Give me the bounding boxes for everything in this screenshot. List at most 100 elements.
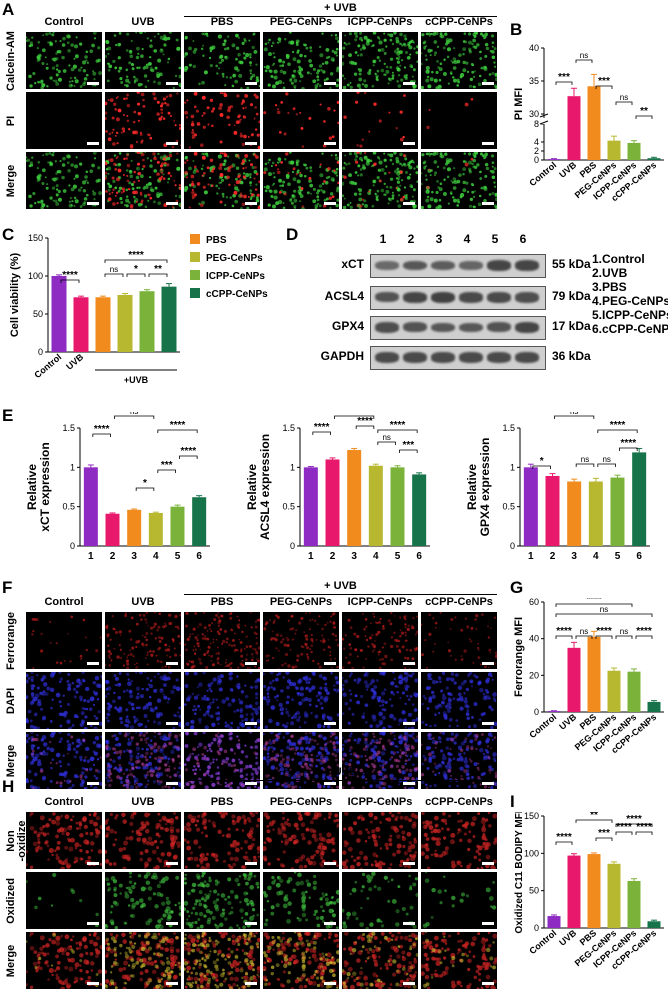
scale-bar [166,862,178,865]
protein-label: GAPDH [320,349,364,363]
y-tick-label: 40 [529,634,539,644]
micrograph-tile [342,32,418,89]
bar [607,140,621,160]
lane-legend-item: 2.UVB [592,266,628,280]
micrograph-tile [263,932,339,989]
scale-bar [245,202,257,205]
y-tick-label: 2 [534,146,539,156]
micrograph-tile [263,672,339,729]
significance-label: * [134,264,138,275]
bar [139,291,155,352]
significance-bracket [575,819,613,823]
x-tick-label: UVB [557,160,578,180]
y-axis-label: Relative [245,464,259,510]
y-tick-label: 60 [529,598,539,607]
significance-label: **** [626,814,642,825]
column-header: PEG-CeNPs [269,596,333,608]
significance-bracket [148,273,168,277]
micrograph-tile [26,732,102,789]
blot-strip [370,346,546,370]
row-label: Non -oxidize [5,820,28,861]
x-tick-label: 6 [636,551,642,562]
blot-strip [370,316,546,340]
scale-bar [403,202,415,205]
blot-band [487,352,511,363]
bar [547,916,561,928]
row-label: Oxidized [5,877,17,924]
scale-bar [87,202,99,205]
scale-bar [166,202,178,205]
micrograph-tile [421,732,497,789]
column-header: ICPP-CeNPs [347,596,413,608]
blot-band [431,352,455,363]
significance-bracket [312,431,331,435]
significance-bracket [399,449,418,453]
molecular-weight: 36 kDa [552,349,591,363]
uvb-group-label: + UVB [324,580,357,592]
bar [567,481,582,546]
micrograph-tile [105,612,181,669]
column-header: PBS [210,16,234,28]
panel-label-f: F [2,578,13,597]
x-tick-label: 5 [395,551,401,562]
uvb-group-line [184,780,497,781]
scale-bar [87,782,99,785]
significance-label: ns [580,51,588,60]
bar [587,636,601,712]
lane-legend-item: 1.Control [592,252,645,266]
significance-label: *** [558,72,570,83]
significance-bracket [615,635,633,639]
scale-bar [245,922,257,925]
column-header: Control [44,16,84,28]
scale-bar [87,722,99,725]
blot-band [515,352,539,363]
row-label: Merge [5,164,17,197]
bar [647,701,661,712]
y-tick-label: 0.5 [282,502,295,512]
micrograph-tile [184,612,260,669]
bar [127,509,142,546]
column-header: cCPP-CeNPs [425,796,493,808]
scale-bar [482,782,494,785]
significance-label: ** [154,264,162,275]
significance-bracket [575,59,593,63]
x-tick-label: Control [527,160,558,188]
panel-label-g: G [510,578,524,597]
scale-bar [245,982,257,985]
column-header: Control [44,796,84,808]
bar [567,96,581,160]
micrograph-tile [105,32,181,89]
micrograph-tile [263,32,339,89]
legend-label: PBS [206,235,227,246]
scale-bar [482,202,494,205]
scale-bar [403,862,415,865]
blot-band [487,292,511,303]
bar [73,297,89,352]
column-header: UVB [131,796,155,808]
scale-bar [482,662,494,665]
significance-label: **** [636,822,652,833]
scale-bar [324,862,336,865]
significance-label: **** [596,626,612,637]
x-tick-label: 1 [308,551,314,562]
significance-bracket [597,463,616,467]
micrograph-tile [184,932,260,989]
y-tick-label: 50 [529,886,539,896]
scale-bar [245,662,257,665]
molecular-weight: 79 kDa [552,289,591,303]
bar [627,880,641,928]
scale-bar [403,922,415,925]
significance-bracket [157,469,176,473]
y-axis-label: Relative [465,464,479,510]
scale-bar [87,922,99,925]
significance-bracket [615,831,633,835]
uvb-group-line [184,594,497,595]
significance-bracket [555,841,573,845]
significance-bracket [377,429,418,433]
micrograph-tile [263,612,339,669]
column-header: PEG-CeNPs [269,16,333,28]
y-tick-label: 1.5 [282,423,295,433]
micrograph-tile [26,872,102,929]
axis-break [540,118,550,124]
